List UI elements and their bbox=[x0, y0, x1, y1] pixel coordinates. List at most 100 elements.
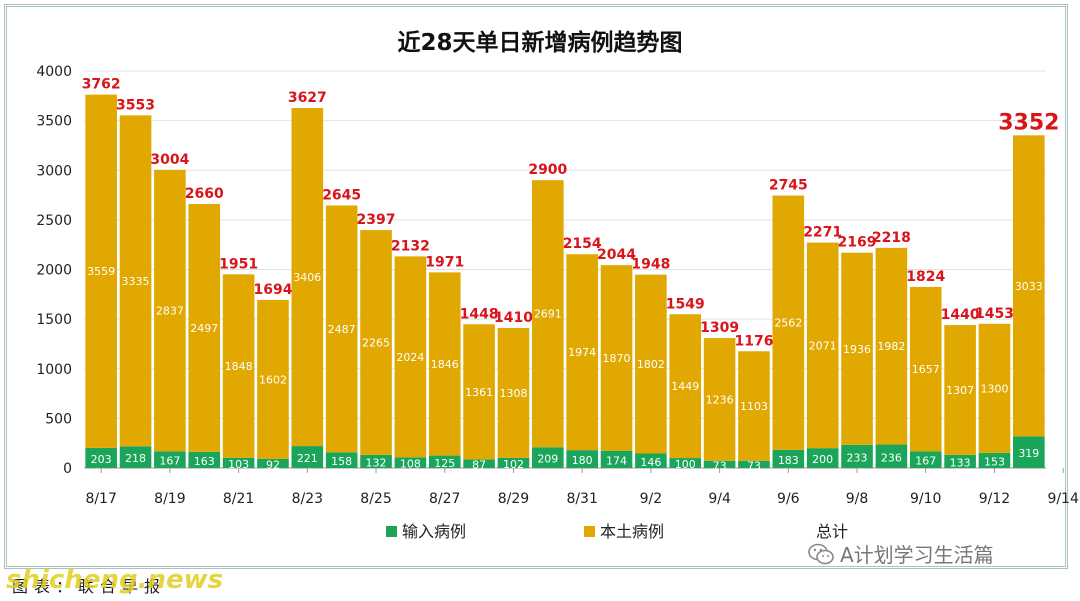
data-label-local: 1602 bbox=[259, 373, 287, 386]
data-label-local: 1870 bbox=[603, 352, 631, 365]
bar-imported bbox=[154, 451, 186, 468]
bar-imported bbox=[428, 455, 461, 468]
x-tick-label: 9/8 bbox=[846, 491, 869, 507]
y-tick-label: 2500 bbox=[36, 213, 72, 229]
bar-local bbox=[291, 108, 324, 447]
data-label-local: 1982 bbox=[877, 340, 905, 353]
data-label-imported: 221 bbox=[297, 452, 318, 465]
bar-local bbox=[463, 324, 495, 460]
data-label-total: 2132 bbox=[391, 238, 430, 254]
data-label-total: 1948 bbox=[631, 257, 670, 273]
data-label-total: 3762 bbox=[82, 77, 121, 93]
bar-imported bbox=[944, 454, 976, 468]
bar-imported bbox=[360, 454, 392, 468]
x-tick-label: 8/25 bbox=[360, 491, 391, 507]
data-label-local: 1936 bbox=[843, 343, 871, 356]
data-label-total: 1410 bbox=[494, 310, 533, 326]
data-label-imported: 209 bbox=[537, 453, 558, 466]
data-label-imported: 132 bbox=[366, 456, 387, 469]
data-label-total-latest: 3352 bbox=[998, 110, 1059, 135]
y-tick-label: 0 bbox=[63, 461, 72, 477]
x-tick-label: 9/14 bbox=[1047, 491, 1079, 507]
bar-local bbox=[806, 242, 839, 449]
bar-imported bbox=[85, 447, 117, 468]
data-label-local: 3335 bbox=[122, 275, 150, 288]
data-label-imported: 103 bbox=[228, 458, 249, 471]
data-label-imported: 218 bbox=[125, 452, 146, 465]
x-tick-label: 9/4 bbox=[708, 491, 731, 507]
data-label-imported: 203 bbox=[91, 453, 112, 466]
data-label-imported: 73 bbox=[747, 459, 761, 472]
x-tick-label: 9/10 bbox=[910, 491, 941, 507]
data-label-imported: 73 bbox=[713, 459, 727, 472]
bar-imported bbox=[841, 444, 873, 468]
data-label-total: 2218 bbox=[872, 230, 911, 246]
data-label-total: 2169 bbox=[838, 235, 877, 251]
data-label-total: 2044 bbox=[597, 247, 636, 263]
data-label-local: 1974 bbox=[568, 346, 596, 359]
bar-local bbox=[841, 252, 873, 445]
data-label-total: 1549 bbox=[666, 296, 705, 312]
x-tick-label: 8/29 bbox=[498, 491, 529, 507]
data-label-local: 1657 bbox=[912, 363, 940, 376]
bar-local bbox=[85, 94, 117, 448]
chart-title: 近28天单日新增病例趋势图 bbox=[397, 29, 682, 56]
bar-local bbox=[944, 325, 976, 455]
data-label-total: 2645 bbox=[322, 187, 361, 203]
data-label-total: 1448 bbox=[460, 306, 499, 322]
data-label-imported: 158 bbox=[331, 455, 352, 468]
data-label-imported: 102 bbox=[503, 458, 524, 471]
data-label-total: 2745 bbox=[769, 178, 808, 194]
data-label-total: 3004 bbox=[150, 152, 189, 168]
data-label-imported: 87 bbox=[472, 459, 486, 472]
data-label-total: 3627 bbox=[288, 90, 327, 106]
data-label-imported: 233 bbox=[847, 451, 868, 464]
bar-local bbox=[394, 256, 427, 458]
y-tick-label: 500 bbox=[45, 411, 72, 427]
site-watermark: shicheng.news bbox=[6, 565, 224, 595]
x-tick-label: 9/2 bbox=[640, 491, 663, 507]
bar-local bbox=[635, 274, 667, 454]
bar-imported bbox=[188, 451, 221, 468]
data-label-imported: 180 bbox=[572, 454, 593, 467]
bar-imported bbox=[600, 450, 633, 468]
bar-imported bbox=[669, 458, 702, 468]
bar-local bbox=[703, 338, 736, 461]
data-label-imported: 100 bbox=[675, 458, 696, 471]
data-label-total: 1176 bbox=[734, 333, 773, 349]
data-label-imported: 163 bbox=[194, 455, 215, 468]
data-label-total: 2900 bbox=[528, 162, 567, 178]
legend-label: 总计 bbox=[816, 522, 848, 541]
y-tick-label: 2000 bbox=[36, 263, 72, 279]
x-tick-label: 9/12 bbox=[979, 491, 1010, 507]
data-label-local: 1307 bbox=[946, 384, 974, 397]
data-label-local: 3033 bbox=[1015, 280, 1043, 293]
bar-imported bbox=[394, 457, 427, 468]
data-label-local: 1103 bbox=[740, 400, 768, 413]
y-tick-label: 3500 bbox=[36, 114, 72, 130]
x-tick-label: 8/23 bbox=[292, 491, 323, 507]
data-label-local: 2497 bbox=[190, 322, 218, 335]
bar-imported bbox=[291, 446, 324, 468]
bar-imported bbox=[978, 452, 1011, 468]
bar-local bbox=[497, 328, 530, 458]
legend-label: 本土病例 bbox=[600, 522, 664, 541]
bar-imported bbox=[325, 452, 358, 468]
bar-imported bbox=[703, 460, 736, 468]
data-label-imported: 236 bbox=[881, 451, 902, 464]
data-label-total: 1951 bbox=[219, 256, 258, 272]
data-label-local: 2071 bbox=[809, 339, 837, 352]
data-label-imported: 125 bbox=[434, 457, 455, 470]
y-tick-label: 1500 bbox=[36, 312, 72, 328]
data-label-total: 1971 bbox=[425, 254, 464, 270]
data-label-imported: 167 bbox=[915, 455, 936, 468]
bar-local bbox=[669, 314, 702, 459]
y-tick-label: 1000 bbox=[36, 362, 72, 378]
bar-imported bbox=[875, 444, 908, 468]
bar-imported bbox=[635, 453, 667, 468]
bar-local bbox=[566, 254, 598, 451]
bar-imported bbox=[222, 457, 255, 468]
bar-imported bbox=[532, 447, 564, 468]
data-label-imported: 108 bbox=[400, 458, 421, 471]
x-tick-label: 8/21 bbox=[223, 491, 254, 507]
